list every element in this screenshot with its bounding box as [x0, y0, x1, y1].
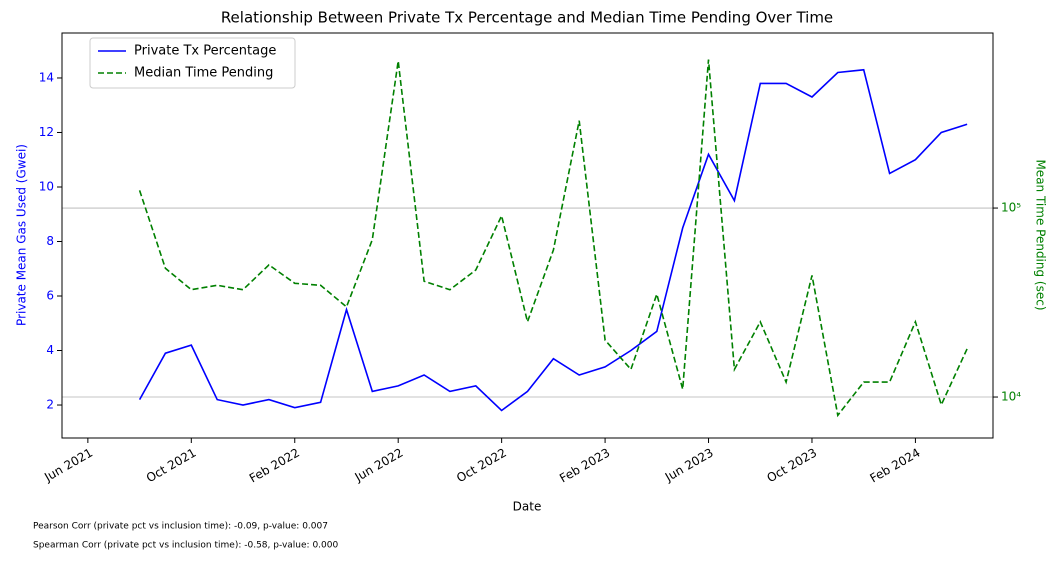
y-axis-label: Private Mean Gas Used (Gwei): [15, 144, 29, 326]
series-line: [138, 68, 968, 412]
plot-frame: [61, 32, 994, 439]
annotation: Pearson Corr (private pct vs inclusion t…: [33, 522, 328, 532]
y-tick-label: 12: [39, 125, 54, 139]
y-tick-label: 14: [39, 70, 54, 84]
y-tick-label: 2: [46, 398, 54, 412]
chart-title: Relationship Between Private Tx Percenta…: [221, 9, 833, 27]
legend-label: Median Time Pending: [134, 66, 273, 81]
legend-box: [89, 37, 296, 89]
y-tick-label: 4: [46, 343, 54, 357]
y-tick-label: 8: [46, 234, 54, 248]
y2-axis-label: Mean Time Pending (sec): [1034, 159, 1048, 310]
x-axis-label: Date: [513, 500, 542, 514]
y-tick-label: 10: [39, 179, 54, 193]
y2-tick-label: 10⁴: [1001, 390, 1021, 404]
y-tick-label: 6: [46, 289, 54, 303]
legend-label: Private Tx Percentage: [134, 44, 276, 59]
y2-tick-label: 10⁵: [1001, 201, 1021, 215]
annotation: Spearman Corr (private pct vs inclusion …: [33, 541, 338, 551]
series-line: [138, 59, 968, 418]
